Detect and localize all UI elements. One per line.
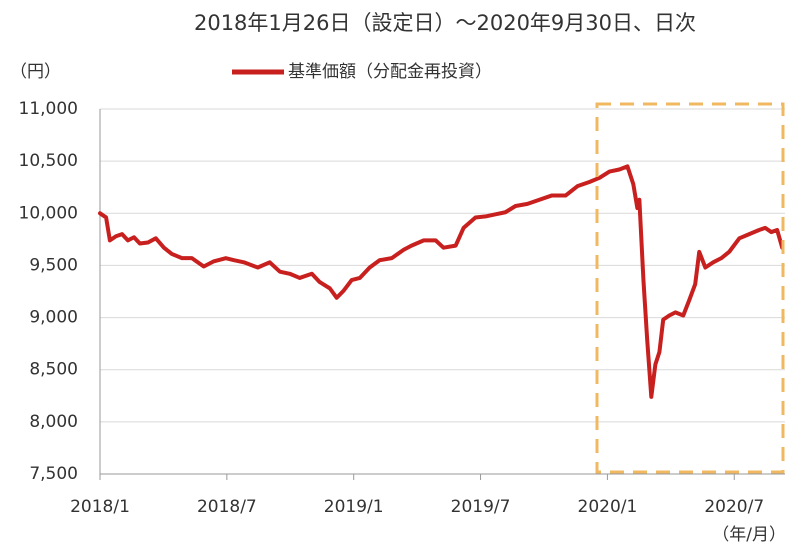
x-tick-label: 2018/1 [70,497,130,517]
y-tick-label: 7,500 [29,464,78,484]
x-tick-label: 2019/1 [324,497,384,517]
y-tick-label: 9,500 [29,255,78,275]
y-axis-unit: （円） [10,62,61,82]
y-tick-label: 8,000 [29,412,78,432]
y-tick-label: 10,500 [19,151,78,171]
y-tick-label: 10,000 [19,203,78,223]
chart-title: 2018年1月26日（設定日）～2020年9月30日、日次 [194,11,696,35]
x-axis-unit: （年/月） [712,525,786,545]
y-tick-label: 11,000 [19,99,78,119]
x-tick-label: 2019/7 [451,497,511,517]
highlight-box [595,102,785,474]
x-tick-label: 2020/7 [704,497,764,517]
legend-label: 基準価額（分配金再投資） [288,62,492,82]
x-tick-label: 2018/7 [197,497,257,517]
series-line [98,164,785,399]
y-tick-label: 8,500 [29,360,78,380]
x-tick-label: 2020/1 [578,497,638,517]
y-tick-label: 9,000 [29,308,78,328]
